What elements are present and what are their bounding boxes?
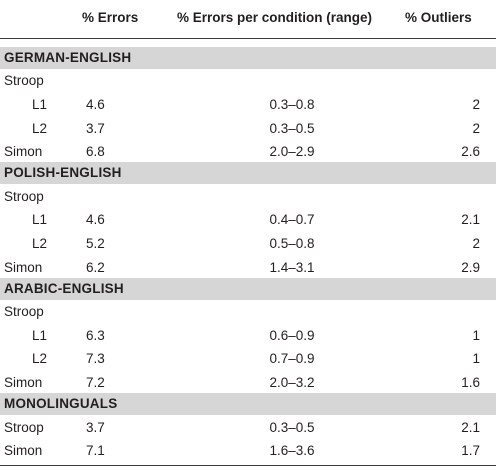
row-label: Simon bbox=[4, 375, 43, 390]
cell-outliers: 1.7 bbox=[461, 443, 480, 458]
table-row: Simon 7.1 1.6–3.6 1.7 bbox=[0, 440, 496, 462]
cell-errors: 4.6 bbox=[86, 97, 105, 112]
row-label: Stroop bbox=[4, 189, 44, 204]
table-row: Simon 7.2 2.0–3.2 1.6 bbox=[0, 372, 496, 394]
cell-errors: 6.8 bbox=[86, 144, 105, 159]
header-rule bbox=[0, 38, 496, 39]
cell-outliers: 1 bbox=[472, 328, 480, 343]
table-row: Stroop bbox=[0, 186, 496, 208]
table-row: Simon 6.2 1.4–3.1 2.9 bbox=[0, 257, 496, 279]
table-row: L2 5.2 0.5–0.8 2 bbox=[0, 233, 496, 255]
cell-errors: 3.7 bbox=[86, 420, 105, 435]
row-label: Stroop bbox=[4, 420, 44, 435]
cell-range: 0.6–0.9 bbox=[269, 328, 315, 343]
cell-range: 0.7–0.9 bbox=[269, 351, 315, 366]
row-label: L1 bbox=[32, 97, 48, 112]
cell-range: 1.6–3.6 bbox=[269, 443, 315, 458]
section-arabic-english: ARABIC-ENGLISH bbox=[0, 278, 496, 300]
cell-range: 1.4–3.1 bbox=[269, 260, 315, 275]
cell-errors: 7.3 bbox=[86, 351, 105, 366]
cell-outliers: 2.1 bbox=[461, 420, 480, 435]
section-title: GERMAN-ENGLISH bbox=[4, 50, 132, 65]
cell-range: 0.3–0.8 bbox=[269, 97, 315, 112]
cell-errors: 5.2 bbox=[86, 236, 105, 251]
cell-range: 2.0–3.2 bbox=[269, 375, 315, 390]
cell-range: 0.5–0.8 bbox=[269, 236, 315, 251]
section-title: MONOLINGUALS bbox=[4, 396, 118, 411]
table-row: L2 3.7 0.3–0.5 2 bbox=[0, 118, 496, 140]
row-label: Simon bbox=[4, 144, 43, 159]
cell-errors: 3.7 bbox=[86, 121, 105, 136]
cell-errors: 4.6 bbox=[86, 212, 105, 227]
table-row: Simon 6.8 2.0–2.9 2.6 bbox=[0, 141, 496, 163]
section-title: POLISH-ENGLISH bbox=[4, 165, 122, 180]
header-outliers: % Outliers bbox=[405, 10, 472, 25]
cell-outliers: 2.9 bbox=[461, 260, 480, 275]
section-german-english: GERMAN-ENGLISH bbox=[0, 47, 496, 69]
section-polish-english: POLISH-ENGLISH bbox=[0, 162, 496, 184]
row-label: Stroop bbox=[4, 73, 44, 88]
header-errors: % Errors bbox=[82, 10, 139, 25]
cell-outliers: 1 bbox=[472, 351, 480, 366]
section-monolinguals: MONOLINGUALS bbox=[0, 393, 496, 415]
row-label: L1 bbox=[32, 328, 48, 343]
row-label: Stroop bbox=[4, 304, 44, 319]
cell-outliers: 2 bbox=[472, 97, 480, 112]
table-header: % Errors % Errors per condition (range) … bbox=[0, 0, 498, 38]
cell-outliers: 1.6 bbox=[461, 375, 480, 390]
section-title: ARABIC-ENGLISH bbox=[4, 281, 124, 296]
table-row: L2 7.3 0.7–0.9 1 bbox=[0, 348, 496, 370]
cell-outliers: 2.6 bbox=[461, 144, 480, 159]
table-row: L1 4.6 0.4–0.7 2.1 bbox=[0, 209, 496, 231]
cell-errors: 6.2 bbox=[86, 260, 105, 275]
cell-outliers: 2.1 bbox=[461, 212, 480, 227]
table-row: L1 4.6 0.3–0.8 2 bbox=[0, 94, 496, 116]
bottom-rule bbox=[0, 465, 496, 466]
header-errors-per-condition: % Errors per condition (range) bbox=[177, 10, 373, 25]
cell-errors: 7.2 bbox=[86, 375, 105, 390]
cell-range: 2.0–2.9 bbox=[269, 144, 315, 159]
cell-outliers: 2 bbox=[472, 121, 480, 136]
table-row: Stroop bbox=[0, 70, 496, 92]
cell-range: 0.3–0.5 bbox=[269, 420, 315, 435]
row-label: L1 bbox=[32, 212, 48, 227]
cell-range: 0.4–0.7 bbox=[269, 212, 315, 227]
table-row: Stroop bbox=[0, 301, 496, 323]
cell-range: 0.3–0.5 bbox=[269, 121, 315, 136]
row-label: L2 bbox=[32, 121, 48, 136]
cell-errors: 7.1 bbox=[86, 443, 105, 458]
row-label: L2 bbox=[32, 236, 48, 251]
cell-outliers: 2 bbox=[472, 236, 480, 251]
row-label: L2 bbox=[32, 351, 48, 366]
row-label: Simon bbox=[4, 443, 43, 458]
row-label: Simon bbox=[4, 260, 43, 275]
table-row: Stroop 3.7 0.3–0.5 2.1 bbox=[0, 417, 496, 439]
cell-errors: 6.3 bbox=[86, 328, 105, 343]
table-row: L1 6.3 0.6–0.9 1 bbox=[0, 325, 496, 347]
